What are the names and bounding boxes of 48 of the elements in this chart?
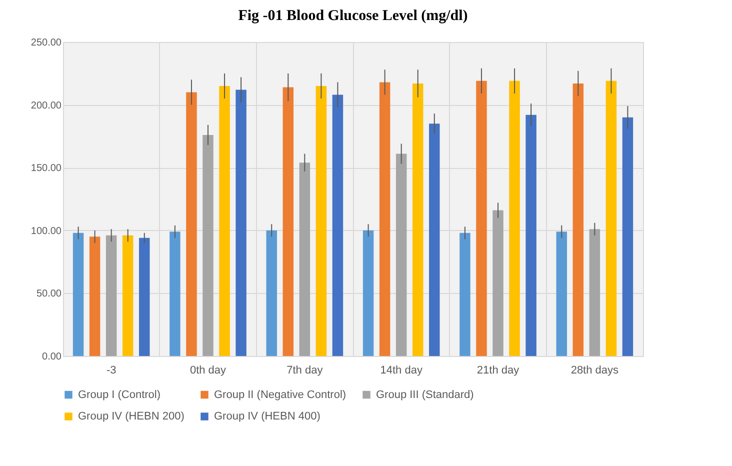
y-tick-label: 250.00: [30, 38, 62, 48]
bar: [556, 232, 567, 356]
x-tick-label: 14th day: [380, 364, 423, 376]
y-tick-label: 0.00: [42, 352, 62, 362]
bar: [396, 154, 407, 356]
bar: [622, 117, 634, 356]
y-tick-label: 100.00: [30, 226, 62, 237]
bar: [526, 114, 536, 356]
y-tick-label: 200.00: [30, 100, 62, 112]
bar: [89, 236, 100, 356]
bar: [362, 230, 374, 356]
bar: [589, 229, 600, 356]
legend-label: Group III (Standard): [376, 388, 474, 401]
bar: [219, 86, 230, 356]
bar: [299, 162, 310, 356]
bar: [236, 90, 246, 356]
bar: [509, 80, 520, 356]
bar: [186, 92, 197, 356]
x-tick-label: 28th days: [570, 364, 620, 376]
bar: [476, 80, 487, 356]
bar: [72, 232, 84, 356]
bar: [170, 232, 180, 356]
bar: [412, 83, 424, 356]
legend-label: Group II (Negative Control): [214, 388, 346, 401]
x-tick-label: 21th day: [476, 364, 520, 376]
bar: [282, 87, 294, 356]
bar: [460, 232, 470, 356]
x-tick-label: 7th day: [286, 364, 324, 376]
bar: [122, 235, 134, 356]
bar: [379, 82, 390, 356]
legend-label: Group I (Control): [78, 388, 161, 401]
bar: [316, 86, 327, 356]
bar: [606, 80, 617, 356]
bar: [106, 235, 117, 356]
x-tick-label: 0th day: [190, 364, 227, 376]
bar: [202, 134, 214, 356]
chart-title: Fig -01 Blood Glucose Level (mg/dl): [238, 8, 468, 24]
y-tick-label: 50.00: [36, 288, 62, 300]
legend-label: Group IV (HEBN 200): [78, 410, 184, 422]
bar: [572, 83, 584, 356]
bar: [429, 124, 440, 356]
y-tick-label: 150.00: [30, 163, 62, 174]
legend-label: Group IV (HEBN 400): [214, 410, 320, 422]
x-tick-label: -3: [106, 364, 116, 376]
bar: [266, 230, 277, 356]
bar: [332, 94, 344, 356]
bar: [492, 210, 504, 356]
bar: [139, 238, 150, 356]
